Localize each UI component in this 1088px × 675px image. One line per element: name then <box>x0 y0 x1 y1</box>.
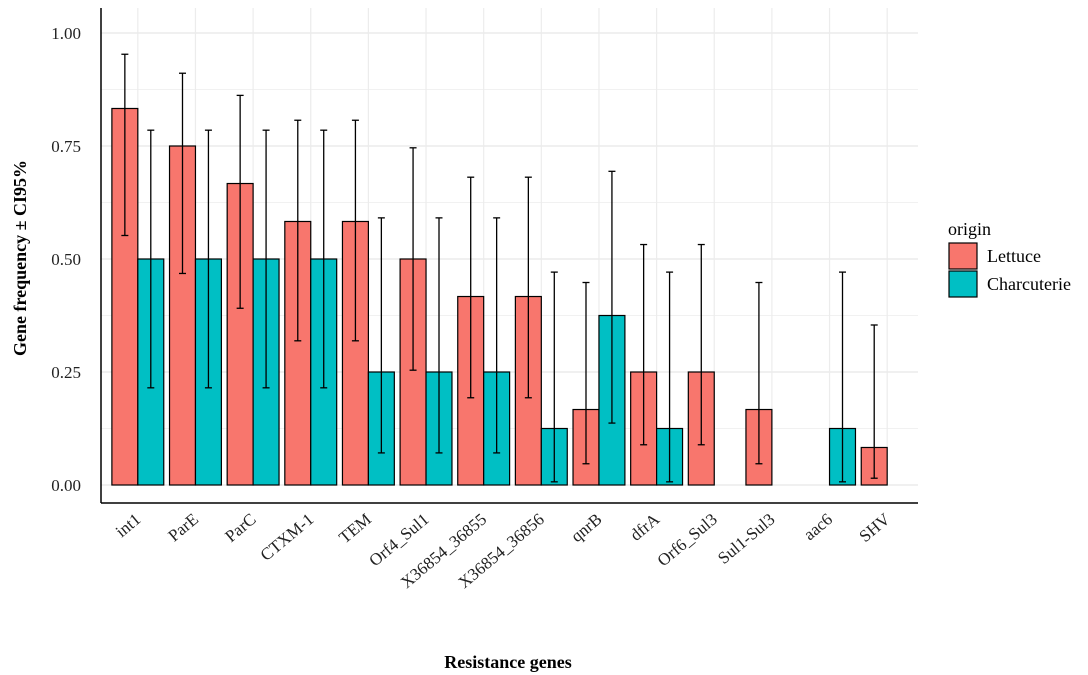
errorbar-lettuce-x36854_36856 <box>524 176 532 399</box>
errorbar-lettuce-int1 <box>121 53 129 237</box>
x-tick-label: CTXM-1 <box>257 510 318 565</box>
bars-layer <box>111 107 888 486</box>
x-tick-label: int1 <box>112 510 144 542</box>
errorbar-charcuterie-int1 <box>147 129 155 389</box>
errorbar-charcuterie-x36854_36855 <box>493 217 501 454</box>
errorbar-lettuce-shv <box>870 324 878 479</box>
legend-title: origin <box>948 219 991 239</box>
errorbar-lettuce-parc <box>236 94 244 309</box>
y-tick-label: 0.00 <box>51 476 81 495</box>
errorbar-lettuce-orf4_sul1 <box>409 147 417 371</box>
errorbar-charcuterie-pare <box>204 129 212 389</box>
y-tick-label: 1.00 <box>51 24 81 43</box>
x-tick-label: dfrA <box>626 509 663 545</box>
y-tick-labels: 0.00 0.25 0.50 0.75 1.00 <box>51 24 81 495</box>
errorbar-lettuce-pare <box>178 72 186 275</box>
errorbar-layer <box>121 53 878 483</box>
errorbar-charcuterie-aac6 <box>839 271 847 483</box>
x-tick-label: ParE <box>165 510 203 546</box>
x-tick-label: SHV <box>855 509 894 546</box>
errorbar-lettuce-dfra <box>640 243 648 446</box>
x-tick-label: ParC <box>221 510 259 546</box>
errorbar-lettuce-sul1-sul3 <box>755 281 763 465</box>
legend-swatch <box>948 270 978 298</box>
y-axis-title: Gene frequency ± CI95% <box>10 160 30 356</box>
x-tick-label: qnrB <box>567 510 605 546</box>
legend-label: Charcuterie <box>987 274 1071 294</box>
errorbar-charcuterie-parc <box>262 129 270 389</box>
errorbar-charcuterie-tem <box>377 217 385 454</box>
errorbar-lettuce-tem <box>351 119 359 342</box>
errorbar-charcuterie-x36854_36856 <box>550 271 558 483</box>
legend-item-lettuce: Lettuce <box>948 242 1041 270</box>
errorbar-lettuce-orf6_sul3 <box>697 243 705 446</box>
x-tick-label: Orf6_Sul3 <box>654 510 721 571</box>
errorbar-charcuterie-ctxm-1 <box>320 129 328 389</box>
legend-item-charcuterie: Charcuterie <box>948 270 1071 298</box>
errorbar-lettuce-x36854_36855 <box>467 176 475 399</box>
x-tick-label: aac6 <box>800 510 836 545</box>
axes-layer <box>100 8 918 504</box>
errorbar-charcuterie-qnrb <box>608 170 616 424</box>
errorbar-charcuterie-dfra <box>666 271 674 483</box>
legend-swatch <box>948 242 978 270</box>
errorbar-lettuce-qnrb <box>582 281 590 465</box>
legend-label: Lettuce <box>987 246 1041 266</box>
x-axis-title: Resistance genes <box>444 652 571 672</box>
y-tick-label: 0.25 <box>51 363 81 382</box>
y-tick-label: 0.50 <box>51 250 81 269</box>
legend-items: Lettuce Charcuterie <box>948 242 1071 298</box>
x-tick-label: TEM <box>335 510 375 548</box>
y-tick-label: 0.75 <box>51 137 81 156</box>
x-tick-label: Sul1-Sul3 <box>714 510 778 568</box>
legend: origin Lettuce Charcuterie <box>948 219 1071 298</box>
errorbar-lettuce-ctxm-1 <box>294 119 302 342</box>
errorbar-charcuterie-orf4_sul1 <box>435 217 443 454</box>
bar-lettuce-tem <box>341 220 369 486</box>
